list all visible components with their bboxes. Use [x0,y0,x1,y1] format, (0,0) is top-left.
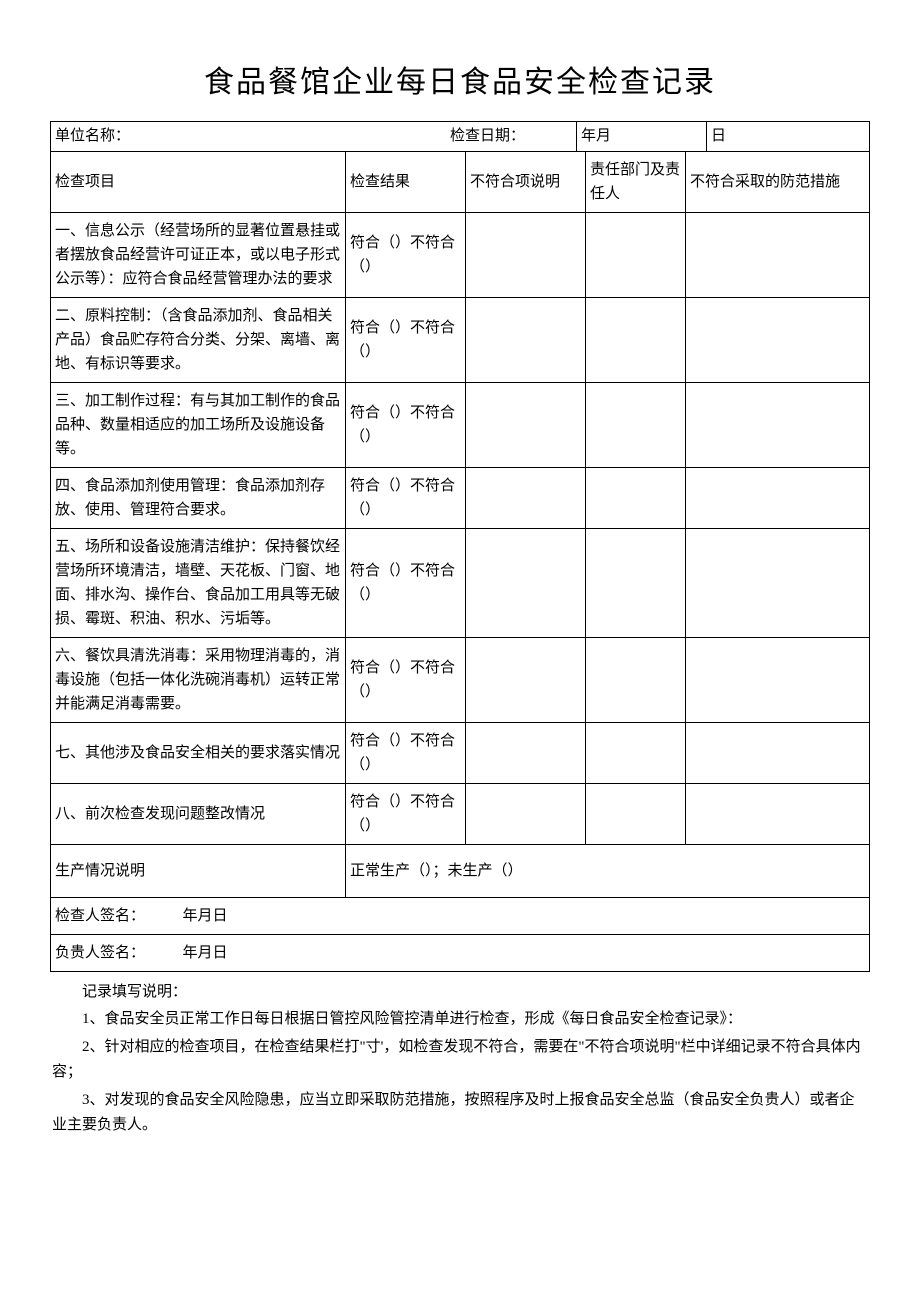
item-text: 三、加工制作过程：有与其加工制作的食品品种、数量相适应的加工场所及设施设备等。 [51,382,346,467]
page-title: 食品餐馆企业每日食品安全检查记录 [50,60,870,105]
empty-cell [466,783,586,844]
table-row: 二、原料控制：（含食品添加剂、食品相关产品）食品贮存符合分类、分架、离墙、离地、… [51,297,870,382]
item-text: 五、场所和设备设施清洁维护：保持餐饮经营场所环境清洁，墙壁、天花板、门窗、地面、… [51,528,346,637]
header-info-row: 单位名称： 检查日期： 年月 日 [50,121,870,151]
notes-section: 记录填写说明： 1、食品安全员正常工作日每日根据日管控风险管控清单进行检查，形成… [50,980,870,1139]
item-text: 一、信息公示（经营场所的显著位置悬挂或者摆放食品经营许可证正本，或以电子形式公示… [51,212,346,297]
day-label: 日 [706,122,869,151]
table-header-row: 检查项目 检查结果 不符合项说明 责任部门及责任人 不符合采取的防范措施 [51,151,870,212]
item-text: 六、餐饮具清洗消毒：采用物理消毒的，消毒设施（包括一体化洗碗消毒机）运转正常并能… [51,637,346,722]
inspection-table: 检查项目 检查结果 不符合项说明 责任部门及责任人 不符合采取的防范措施 一、信… [50,151,870,972]
table-row: 一、信息公示（经营场所的显著位置悬挂或者摆放食品经营许可证正本，或以电子形式公示… [51,212,870,297]
inspector-sign-row: 检查人签名： 年月日 [51,897,870,934]
note-line: 1、食品安全员正常工作日每日根据日管控风险管控清单进行检查，形成《每日食品安全检… [52,1007,868,1033]
empty-cell [586,637,686,722]
empty-cell [686,722,870,783]
empty-cell [466,722,586,783]
note-line: 3、对发现的食品安全风险隐患，应当立即采取防范措施，按照程序及时上报食品安全总监… [52,1088,868,1139]
col-result: 检查结果 [346,151,466,212]
table-row: 三、加工制作过程：有与其加工制作的食品品种、数量相适应的加工场所及设施设备等。 … [51,382,870,467]
result-cell: 符合（）不符合（） [346,297,466,382]
responsible-signature: 负贵人签名： 年月日 [51,934,870,971]
result-cell: 符合（）不符合（） [346,382,466,467]
notes-heading: 记录填写说明： [52,980,868,1006]
empty-cell [586,212,686,297]
empty-cell [586,528,686,637]
empty-cell [466,467,586,528]
result-cell: 符合（）不符合（） [346,722,466,783]
table-row: 八、前次检查发现问题整改情况 符合（）不符合（） [51,783,870,844]
inspector-signature: 检查人签名： 年月日 [51,897,870,934]
inspection-date-label: 检查日期： [446,122,576,151]
table-row: 七、其他涉及食品安全相关的要求落实情况 符合（）不符合（） [51,722,870,783]
empty-cell [586,297,686,382]
col-nonconform: 不符合项说明 [466,151,586,212]
year-month-label: 年月 [576,122,706,151]
empty-cell [586,467,686,528]
item-text: 四、食品添加剂使用管理：食品添加剂存放、使用、管理符合要求。 [51,467,346,528]
empty-cell [686,297,870,382]
production-row: 生产情况说明 正常生产（）；未生产（） [51,844,870,897]
col-measure: 不符合采取的防范措施 [686,151,870,212]
result-cell: 符合（）不符合（） [346,212,466,297]
empty-cell [586,382,686,467]
empty-cell [466,297,586,382]
empty-cell [586,783,686,844]
empty-cell [686,637,870,722]
empty-cell [686,783,870,844]
empty-cell [686,212,870,297]
empty-cell [686,528,870,637]
item-text: 二、原料控制：（含食品添加剂、食品相关产品）食品贮存符合分类、分架、离墙、离地、… [51,297,346,382]
empty-cell [466,637,586,722]
empty-cell [586,722,686,783]
col-responsible: 责任部门及责任人 [586,151,686,212]
empty-cell [686,467,870,528]
empty-cell [466,212,586,297]
item-text: 八、前次检查发现问题整改情况 [51,783,346,844]
result-cell: 符合（）不符合（） [346,528,466,637]
table-row: 五、场所和设备设施清洁维护：保持餐饮经营场所环境清洁，墙壁、天花板、门窗、地面、… [51,528,870,637]
empty-cell [466,528,586,637]
note-line: 2、针对相应的检查项目，在检查结果栏打"寸'，如检查发现不符合，需要在"不符合项… [52,1035,868,1086]
result-cell: 符合（）不符合（） [346,637,466,722]
empty-cell [686,382,870,467]
result-cell: 符合（）不符合（） [346,467,466,528]
responsible-sign-row: 负贵人签名： 年月日 [51,934,870,971]
col-project: 检查项目 [51,151,346,212]
unit-name-label: 单位名称： [51,122,446,151]
item-text: 七、其他涉及食品安全相关的要求落实情况 [51,722,346,783]
production-label: 生产情况说明 [51,844,346,897]
table-row: 六、餐饮具清洗消毒：采用物理消毒的，消毒设施（包括一体化洗碗消毒机）运转正常并能… [51,637,870,722]
result-cell: 符合（）不符合（） [346,783,466,844]
production-value: 正常生产（）；未生产（） [346,844,870,897]
table-row: 四、食品添加剂使用管理：食品添加剂存放、使用、管理符合要求。 符合（）不符合（） [51,467,870,528]
empty-cell [466,382,586,467]
